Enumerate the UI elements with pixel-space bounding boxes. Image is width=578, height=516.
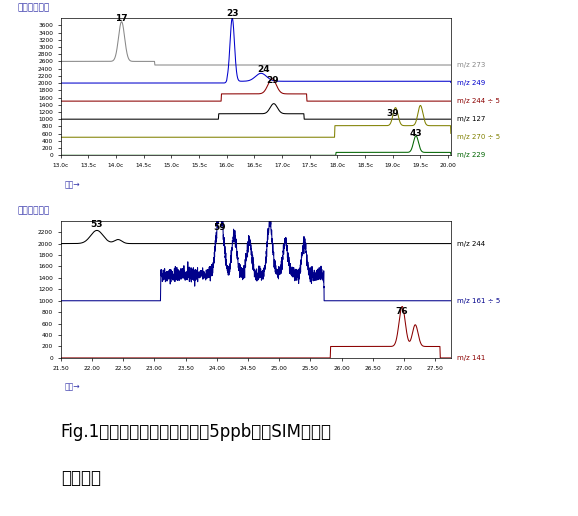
Text: 時間→: 時間→ bbox=[65, 180, 80, 189]
Text: 17: 17 bbox=[115, 14, 128, 23]
Text: m/z 244 ÷ 5: m/z 244 ÷ 5 bbox=[457, 98, 499, 104]
Text: 39: 39 bbox=[387, 109, 399, 118]
Text: m/z 244: m/z 244 bbox=[457, 240, 485, 247]
Text: m/z 161 ÷ 5: m/z 161 ÷ 5 bbox=[457, 298, 500, 304]
Text: 時間→: 時間→ bbox=[65, 383, 80, 392]
Text: m/z 273: m/z 273 bbox=[457, 62, 485, 68]
Text: 24: 24 bbox=[257, 64, 270, 74]
Text: アバンダンス: アバンダンス bbox=[18, 206, 50, 215]
Text: 43: 43 bbox=[410, 129, 423, 138]
Text: 53: 53 bbox=[91, 220, 103, 229]
Text: m/z 270 ÷ 5: m/z 270 ÷ 5 bbox=[457, 134, 500, 140]
Text: 59: 59 bbox=[213, 222, 226, 232]
Text: m/z 229: m/z 229 bbox=[457, 152, 485, 158]
Text: m/z 141: m/z 141 bbox=[457, 355, 485, 361]
Text: アバンダンス: アバンダンス bbox=[18, 4, 50, 12]
Text: 23: 23 bbox=[226, 9, 239, 18]
Text: m/z 249: m/z 249 bbox=[457, 80, 485, 86]
Text: m/z 127: m/z 127 bbox=[457, 116, 485, 122]
Text: トグラム: トグラム bbox=[61, 469, 101, 487]
Text: 76: 76 bbox=[396, 307, 409, 316]
Text: Fig.1　オキソン体（標準溶涳5ppb）のSIMクロマ: Fig.1 オキソン体（標準溶涳5ppb）のSIMクロマ bbox=[61, 423, 332, 441]
Text: 29: 29 bbox=[266, 76, 279, 85]
